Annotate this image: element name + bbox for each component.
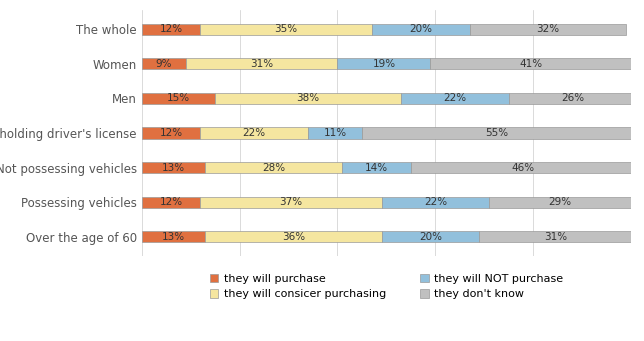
Text: 36%: 36% (282, 232, 305, 242)
Bar (200, 197, 381, 208)
Text: 35%: 35% (274, 24, 298, 34)
Text: 20%: 20% (419, 232, 442, 242)
Text: 31%: 31% (250, 59, 273, 69)
Text: 29%: 29% (549, 197, 572, 207)
Bar (142, 24, 200, 35)
Bar (142, 231, 205, 242)
Text: 22%: 22% (243, 128, 266, 138)
Text: 26%: 26% (561, 93, 584, 103)
Bar (308, 128, 362, 138)
Text: 37%: 37% (279, 197, 303, 207)
Bar (401, 93, 509, 104)
Bar (205, 231, 381, 242)
Bar (142, 93, 215, 104)
Text: 20%: 20% (409, 24, 432, 34)
Text: 28%: 28% (262, 163, 285, 173)
Bar (381, 231, 479, 242)
Text: 15%: 15% (167, 93, 190, 103)
Text: 41%: 41% (519, 59, 542, 69)
Bar (430, 58, 631, 69)
Text: 31%: 31% (544, 232, 567, 242)
Bar (489, 197, 631, 208)
Text: 38%: 38% (296, 93, 319, 103)
Text: 22%: 22% (424, 197, 447, 207)
Text: 12%: 12% (160, 197, 183, 207)
Text: 55%: 55% (485, 128, 508, 138)
Bar (142, 162, 205, 173)
Bar (509, 93, 636, 104)
Bar (479, 231, 631, 242)
Bar (381, 197, 489, 208)
Bar (205, 162, 343, 173)
Bar (200, 24, 372, 35)
Bar (343, 162, 411, 173)
Bar (411, 162, 636, 173)
Bar (142, 197, 200, 208)
Text: 9%: 9% (155, 59, 172, 69)
Bar (200, 128, 308, 138)
Bar (142, 128, 200, 138)
Text: 32%: 32% (536, 24, 560, 34)
Bar (372, 24, 469, 35)
Legend: they will purchase, they will consicer purchasing, they will NOT purchase, they : they will purchase, they will consicer p… (209, 273, 564, 299)
Bar (337, 58, 430, 69)
Text: 11%: 11% (323, 128, 346, 138)
Text: 12%: 12% (160, 24, 183, 34)
Text: 14%: 14% (365, 163, 388, 173)
Bar (142, 58, 185, 69)
Bar (185, 58, 337, 69)
Text: 13%: 13% (162, 163, 185, 173)
Text: 22%: 22% (443, 93, 466, 103)
Text: 46%: 46% (512, 163, 535, 173)
Bar (469, 24, 626, 35)
Text: 12%: 12% (160, 128, 183, 138)
Bar (215, 93, 401, 104)
Bar (362, 128, 631, 138)
Text: 19%: 19% (372, 59, 395, 69)
Text: 13%: 13% (162, 232, 185, 242)
